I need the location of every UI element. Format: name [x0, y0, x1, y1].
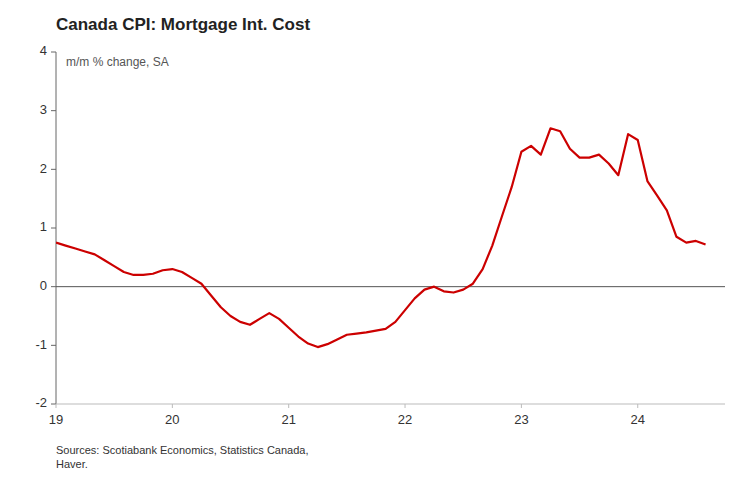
y-tick	[51, 286, 56, 287]
source: Sources: Scotiabank Economics, Statistic…	[56, 444, 309, 470]
x-tick	[405, 404, 406, 408]
x-tick	[56, 404, 57, 408]
source-line: Sources: Scotiabank Economics, Statistic…	[56, 444, 309, 456]
y-tick-label: 0	[40, 278, 47, 293]
y-axis-label: m/m % change, SA	[66, 55, 169, 69]
x-tick-label: 19	[49, 412, 63, 427]
chart: Canada CPI: Mortgage Int. Cost-2-1012341…	[0, 0, 749, 482]
x-tick	[172, 404, 173, 408]
x-tick	[288, 404, 289, 408]
x-tick-label: 23	[514, 412, 528, 427]
zero-line	[56, 286, 725, 287]
y-tick-label: 4	[40, 43, 47, 58]
x-tick-label: 22	[398, 412, 412, 427]
x-axis-line	[56, 404, 725, 405]
y-tick-label: -1	[35, 337, 47, 352]
y-tick-label: -2	[35, 395, 47, 410]
plot-area	[56, 128, 706, 347]
x-tick	[637, 404, 638, 408]
x-tick	[521, 404, 522, 408]
x-tick-label: 24	[631, 412, 645, 427]
y-tick-label: 3	[40, 102, 47, 117]
y-tick-label: 1	[40, 219, 47, 234]
x-tick-label: 21	[281, 412, 295, 427]
y-tick	[51, 228, 56, 229]
x-tick-label: 20	[165, 412, 179, 427]
title: Canada CPI: Mortgage Int. Cost	[56, 15, 310, 34]
source-line: Haver.	[56, 458, 88, 470]
background	[0, 0, 749, 482]
y-tick	[51, 110, 56, 111]
y-tick	[51, 52, 56, 53]
y-tick-label: 2	[40, 161, 47, 176]
y-tick	[51, 404, 56, 405]
y-tick	[51, 345, 56, 346]
series-line	[56, 128, 706, 347]
y-tick	[51, 169, 56, 170]
